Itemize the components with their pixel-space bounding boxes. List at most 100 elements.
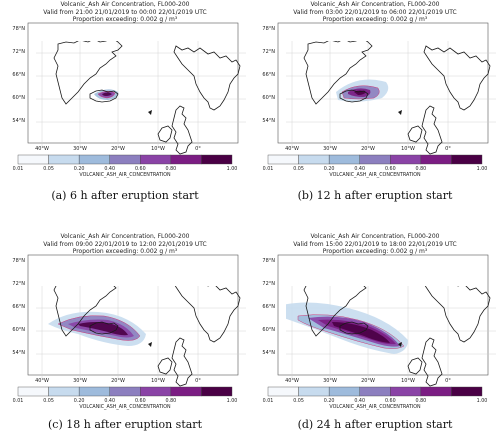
panel-d: Volcanic_Ash Air Concentration, FL000-20… (250, 219, 500, 437)
coastline (174, 286, 241, 343)
title-line1: Volcanic_Ash Air Concentration, FL000-20… (60, 233, 190, 240)
colorbar-label: VOLCANIC_ASH_AIR_CONCENTRATION (329, 404, 421, 410)
colorbar-bin (170, 386, 202, 397)
colorbar-label: VOLCANIC_ASH_AIR_CONCENTRATION (79, 172, 171, 178)
map-area (27, 254, 246, 387)
ash-contour (78, 322, 128, 336)
lat-label: 78°N (12, 258, 25, 264)
lon-label: 0° (195, 378, 201, 384)
colorbar-bin (201, 154, 233, 165)
colorbar-bin (267, 386, 299, 397)
lat-label: 72°N (12, 49, 25, 55)
colorbar-tick: 0.05 (43, 166, 54, 172)
colorbar-tick: 0.01 (13, 398, 24, 404)
colorbar-tick: 0.01 (13, 166, 24, 172)
colorbar-bin (170, 154, 202, 165)
colorbar-bin (109, 386, 141, 397)
coastline (89, 321, 119, 335)
lon-label: 40°W (35, 146, 49, 152)
colorbar-bin (420, 154, 452, 165)
ash-map: 78°N 72°N 66°N 60°N 54°N 40°W 30°W 20°W 10°W 0° 0.… (12, 22, 246, 178)
colorbar-tick: 0.01 (263, 166, 274, 172)
lon-label: 40°W (285, 146, 299, 152)
lat-label: 60°N (262, 327, 275, 333)
lon-label: 0° (195, 146, 201, 152)
colorbar-bin (298, 154, 330, 165)
lat-label: 78°N (262, 26, 275, 32)
colorbar-tick: 0.01 (263, 398, 274, 404)
colorbar-tick: 0.60 (385, 398, 396, 404)
coastline (157, 125, 173, 143)
panel-b: Volcanic_Ash Air Concentration, FL000-20… (250, 0, 500, 218)
colorbar-bin (140, 386, 172, 397)
lat-label: 60°N (12, 327, 25, 333)
coastline (171, 105, 193, 155)
island (398, 110, 402, 115)
coastline (421, 337, 443, 387)
colorbar-tick: 0.05 (293, 166, 304, 172)
coastline (303, 286, 367, 337)
colorbar-tick: 1.00 (477, 398, 488, 404)
lon-label: 10°W (151, 378, 165, 384)
coastline (173, 45, 241, 111)
coastline (171, 337, 193, 387)
colorbar-bin (17, 154, 49, 165)
lon-label: 30°W (323, 378, 337, 384)
colorbar-bin (359, 386, 391, 397)
lon-label: 10°W (401, 146, 415, 152)
map-content (286, 41, 496, 155)
colorbar-tick: 0.20 (324, 166, 335, 172)
colorbar-tick: 0.20 (74, 166, 85, 172)
island (398, 342, 402, 347)
colorbar-bin (17, 386, 49, 397)
coastline (157, 357, 173, 375)
map-area (277, 22, 496, 155)
lon-label: 30°W (323, 146, 337, 152)
map-content (286, 286, 496, 387)
colorbar-bin (328, 154, 360, 165)
colorbar-tick: 0.60 (135, 166, 146, 172)
colorbar-tick: 1.00 (227, 166, 238, 172)
ash-map: 78°N 72°N 66°N 60°N 54°N 40°W 30°W 20°W 10°W 0° 0.… (262, 22, 496, 178)
coastline (339, 321, 369, 335)
title-line2: Valid from 21:00 21/01/2019 to 00:00 22/… (43, 8, 207, 16)
colorbar-tick: 0.05 (43, 398, 54, 404)
colorbar-tick: 0.80 (166, 398, 177, 404)
colorbar-tick: 0.80 (166, 166, 177, 172)
island (148, 342, 152, 347)
title-line1: Volcanic_Ash Air Concentration, FL000-20… (310, 1, 440, 8)
lon-label: 20°W (361, 378, 375, 384)
coastline (424, 286, 491, 343)
title-line2: Valid from 09:00 22/01/2019 to 12:00 22/… (43, 240, 207, 248)
lat-label: 72°N (262, 49, 275, 55)
lon-label: 10°W (151, 146, 165, 152)
lon-label: 20°W (361, 146, 375, 152)
map-content (36, 41, 246, 155)
coastline (53, 286, 117, 337)
colorbar-bin (78, 154, 110, 165)
lon-label: 40°W (285, 378, 299, 384)
colorbar-bin (48, 154, 80, 165)
lat-label: 60°N (12, 95, 25, 101)
map-frame (27, 22, 239, 144)
coastline (53, 41, 123, 105)
panel-title: Volcanic_Ash Air Concentration, FL000-20… (250, 233, 500, 256)
title-line3: Proportion exceeding: 0.002 g / m³ (322, 248, 428, 255)
coastline (89, 89, 119, 103)
colorbar-tick: 0.05 (293, 398, 304, 404)
colorbar-bin (451, 386, 483, 397)
colorbar-tick: 0.40 (354, 166, 365, 172)
map-area (27, 22, 246, 155)
title-line3: Proportion exceeding: 0.002 g / m³ (72, 16, 178, 23)
lat-label: 78°N (12, 26, 25, 32)
panel-caption: (c) 18 h after eruption start (48, 418, 202, 431)
coastline (339, 89, 369, 103)
colorbar-bin (359, 154, 391, 165)
colorbar-bin (390, 154, 422, 165)
colorbar-tick: 0.80 (416, 398, 427, 404)
lon-label: 40°W (35, 378, 49, 384)
lat-label: 54°N (12, 350, 25, 356)
colorbar-bin (140, 154, 172, 165)
ash-map: 78°N 72°N 66°N 60°N 54°N 40°W 30°W 20°W 10°W 0° 0.… (262, 254, 496, 410)
colorbar-label: VOLCANIC_ASH_AIR_CONCENTRATION (329, 172, 421, 178)
